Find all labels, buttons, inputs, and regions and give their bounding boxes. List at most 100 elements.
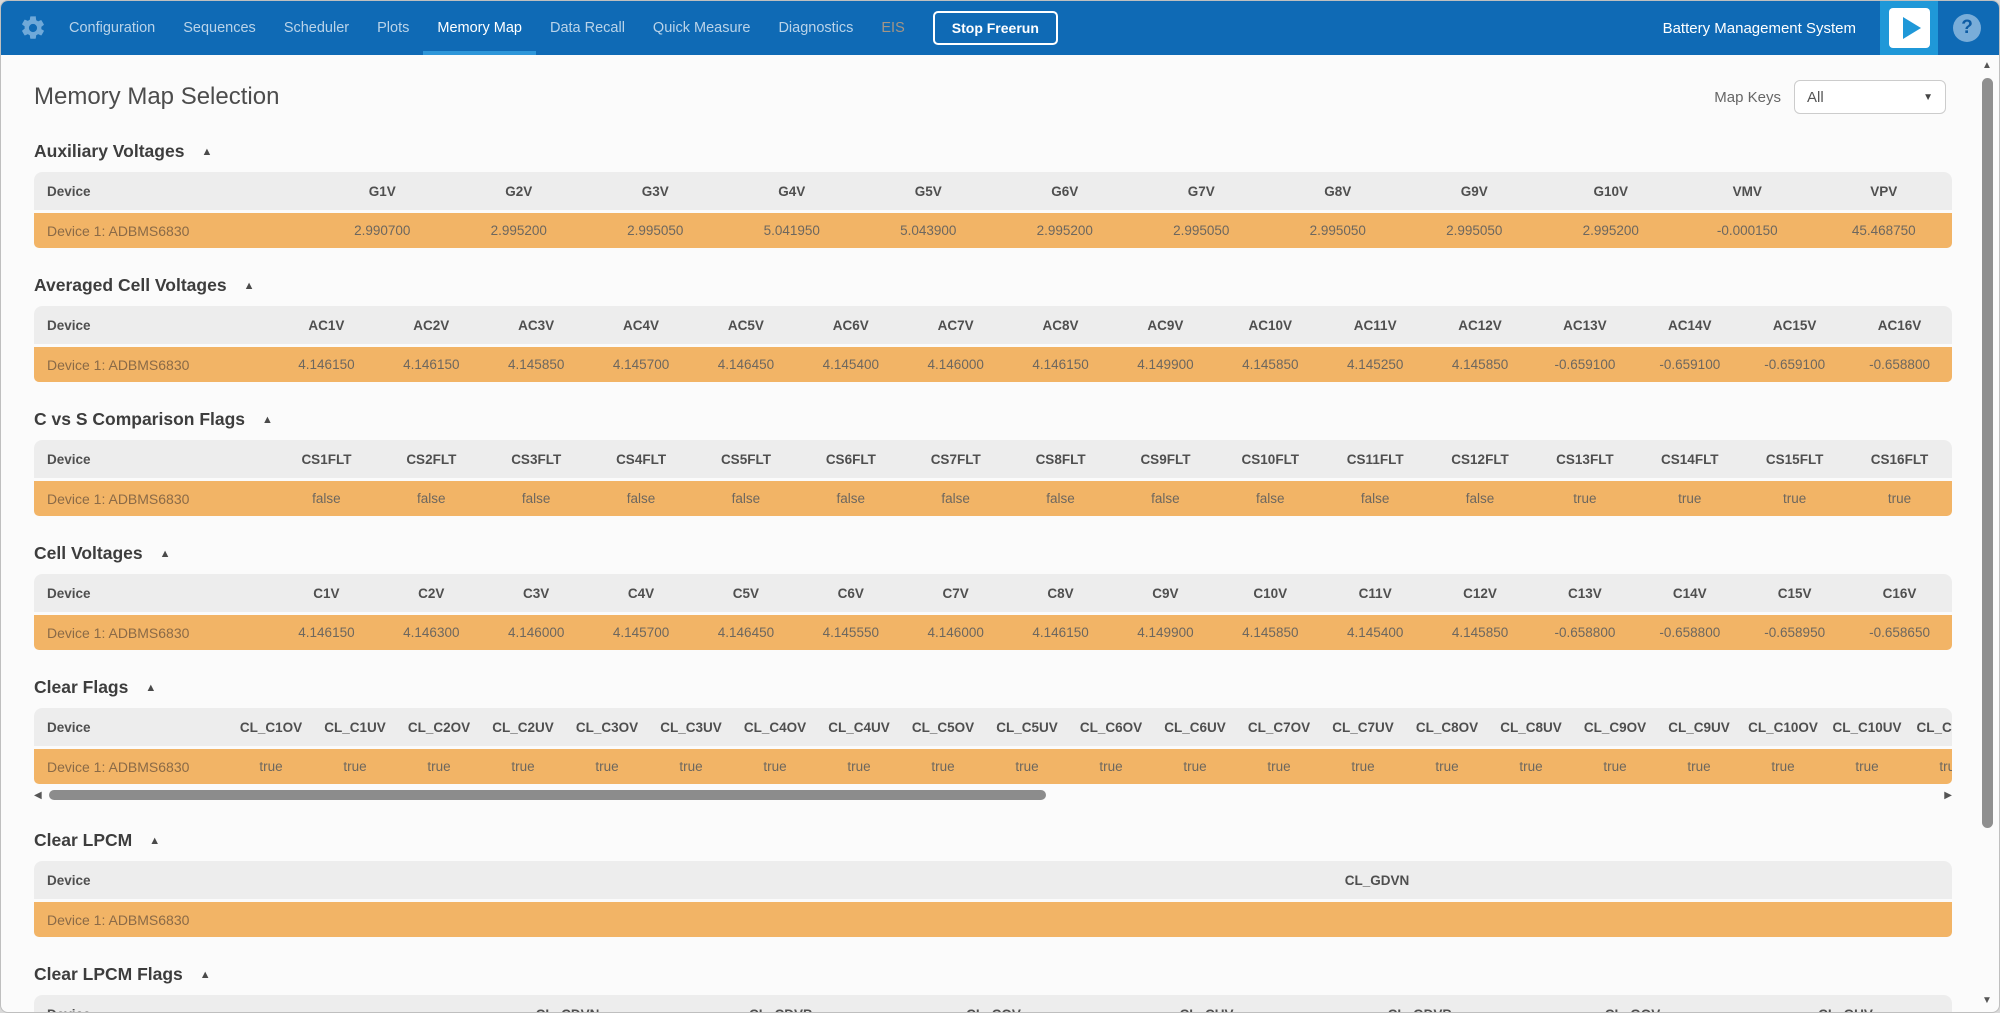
value-cell: 2.990700: [354, 223, 411, 238]
map-keys-dropdown[interactable]: All ▼: [1794, 80, 1946, 114]
column-header: CS12FLT: [1451, 451, 1509, 467]
value-cell: 4.146000: [927, 357, 984, 372]
value-cell: 5.043900: [900, 223, 957, 238]
value-cell: 2.995200: [490, 223, 547, 238]
map-keys-control: Map Keys All ▼: [1714, 80, 1946, 114]
value-cell: false: [836, 491, 866, 506]
column-header: CS4FLT: [616, 451, 667, 467]
column-header: AC7V: [937, 317, 974, 333]
nav-tab-diagnostics[interactable]: Diagnostics: [778, 20, 854, 36]
value-cell: true: [1771, 759, 1795, 774]
scroll-down-icon[interactable]: ▼: [1982, 995, 1992, 1006]
value-cell: false: [1360, 491, 1390, 506]
section-auxiliary-voltages: Auxiliary Voltages ▲ Device G1V G2V G3V G4V G5V…: [34, 141, 1952, 248]
column-header: G3V: [641, 183, 669, 199]
vertical-scroll-thumb[interactable]: [1981, 78, 1993, 828]
column-header: G1V: [368, 183, 396, 199]
nav-tab-memory-map[interactable]: Memory Map: [423, 1, 536, 55]
collapse-icon[interactable]: ▲: [145, 681, 157, 694]
table-row[interactable]: Device 1: ADBMS6830 false false false false f…: [34, 481, 1952, 516]
collapse-icon[interactable]: ▲: [159, 547, 171, 560]
section-title: C vs S Comparison Flags: [34, 409, 246, 429]
collapse-icon[interactable]: ▲: [201, 145, 213, 158]
scroll-left-icon[interactable]: ◀: [34, 789, 42, 801]
table-header-row: Device CL_GDVN: [34, 861, 1952, 899]
table-row[interactable]: Device 1: ADBMS6830 2.990700 2.995200 2.995…: [34, 213, 1952, 248]
value-cell: true: [1099, 759, 1123, 774]
value-cell: 4.145550: [822, 625, 879, 640]
nav-tab-sequences[interactable]: Sequences: [183, 20, 256, 36]
section-title: Clear LPCM Flags: [34, 964, 183, 984]
nav-tab-plots[interactable]: Plots: [377, 20, 410, 36]
section-header: Auxiliary Voltages ▲: [34, 141, 1952, 162]
freerun-play-button[interactable]: [1880, 1, 1938, 55]
column-header: C2V: [418, 585, 445, 601]
table-row[interactable]: Device 1: ADBMS6830 4.146150 4.146300 4.146…: [34, 615, 1952, 650]
collapse-icon[interactable]: ▲: [199, 968, 211, 981]
column-header: Device: [47, 317, 91, 333]
vertical-scrollbar[interactable]: ▲ ▼: [1978, 59, 1996, 1008]
column-header: CL_COV: [887, 1007, 1100, 1013]
horizontal-scrollbar[interactable]: ◀ ▶: [34, 787, 1952, 803]
help-icon[interactable]: ?: [1953, 14, 1981, 42]
section-averaged-cell-voltages: Averaged Cell Voltages ▲ Device AC1V AC2V AC3…: [34, 275, 1952, 382]
column-header: C5V: [732, 585, 760, 601]
column-header: CL_C6UV: [1164, 719, 1226, 735]
column-header: AC14V: [1668, 317, 1712, 333]
scroll-right-icon[interactable]: ▶: [1944, 789, 1952, 801]
section-title: Cell Voltages: [34, 543, 143, 563]
column-header: AC11V: [1353, 317, 1397, 333]
value-cell: 5.041950: [763, 223, 820, 238]
column-header: CL_C1UV: [324, 719, 386, 735]
value-cell: false: [1256, 491, 1285, 506]
table-row[interactable]: Device 1: ADBMS6830 4.146150 4.146150 4.145…: [34, 347, 1952, 382]
nav-tab-quick-measure[interactable]: Quick Measure: [652, 20, 751, 36]
column-header: CL_GDVN: [1344, 872, 1410, 888]
value-cell: 4.146000: [927, 625, 984, 640]
settings-gear-icon[interactable]: [19, 14, 47, 42]
section-title: Averaged Cell Voltages: [34, 275, 227, 295]
value-cell: 4.146150: [298, 625, 355, 640]
main-content: Memory Map Selection Map Keys All ▼ Auxi…: [1, 80, 1999, 1013]
value-cell: 2.995200: [1036, 223, 1093, 238]
value-cell: true: [1573, 491, 1597, 506]
data-table: Device CL_C1OV CL_C1UV CL_C2OV CL_C2UV CL_C3O…: [34, 708, 1952, 784]
column-header: CS8FLT: [1035, 451, 1086, 467]
value-cell: 4.146150: [403, 357, 460, 372]
column-header: C6V: [837, 585, 864, 601]
column-header: CL_C10OV: [1748, 719, 1818, 735]
chevron-down-icon: ▼: [1923, 91, 1933, 103]
value-cell: true: [427, 759, 451, 774]
stop-freerun-button[interactable]: Stop Freerun: [932, 11, 1058, 45]
table-header-row: Device C1V C2V C3V C4V C5V C6V C7V C8V C9V C10V C11…: [34, 574, 1952, 612]
table-row[interactable]: Device 1: ADBMS6830 true true true true true t…: [34, 749, 1952, 784]
value-cell: false: [626, 491, 656, 506]
map-keys-label: Map Keys: [1714, 88, 1781, 106]
collapse-icon[interactable]: ▲: [243, 279, 255, 292]
value-cell: 4.146150: [1032, 357, 1089, 372]
value-cell: -0.658800: [1554, 625, 1616, 640]
section-clear-lpcm-flags: Clear LPCM Flags▲DeviceCL_CDVNCL_CDVPCL_…: [34, 964, 1952, 1013]
page-header: Memory Map Selection Map Keys All ▼: [34, 80, 1952, 114]
collapse-icon[interactable]: ▲: [149, 834, 161, 847]
column-header: C15V: [1777, 585, 1812, 601]
collapse-icon[interactable]: ▲: [262, 413, 273, 426]
column-header: VMV: [1732, 183, 1762, 199]
play-icon: [1888, 8, 1930, 48]
table-row[interactable]: Device 1: ADBMS6830: [34, 902, 1952, 937]
nav-tab-configuration[interactable]: Configuration: [69, 20, 156, 36]
column-header: CS3FLT: [511, 451, 562, 467]
column-header: CS2FLT: [406, 451, 457, 467]
column-header: C14V: [1672, 585, 1707, 601]
column-header: CL_C4OV: [743, 719, 807, 735]
value-cell: 2.995050: [1173, 223, 1230, 238]
value-cell: false: [1151, 491, 1180, 506]
nav-tab-scheduler[interactable]: Scheduler: [283, 20, 350, 36]
value-cell: true: [1015, 759, 1039, 774]
column-header: Device: [47, 585, 91, 601]
sections-container: Auxiliary Voltages ▲ Device G1V G2V G3V G4V G5V…: [34, 141, 1952, 1013]
horizontal-scroll-thumb[interactable]: [49, 790, 1047, 800]
nav-tab-data-recall[interactable]: Data Recall: [549, 20, 625, 36]
scroll-up-icon[interactable]: ▲: [1982, 60, 1992, 71]
column-header: C16V: [1882, 585, 1917, 601]
